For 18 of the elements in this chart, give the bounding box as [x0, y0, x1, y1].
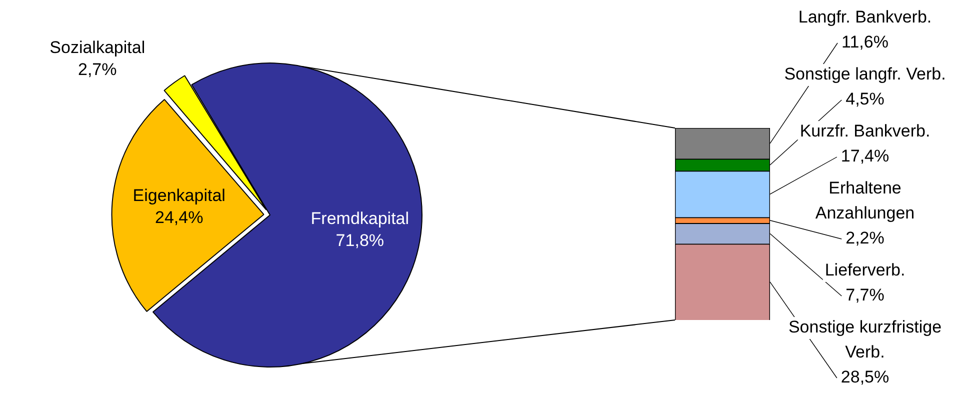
series-label: Sonstige kurzfristige Verb.	[788, 318, 942, 362]
data-label: 71,8%	[336, 231, 384, 250]
data-label: 24,4%	[155, 208, 204, 228]
data-label: 7,7%	[846, 286, 884, 305]
data-label: 2,2%	[846, 228, 884, 248]
slice-label: Sozialkapital	[50, 38, 146, 58]
slice-label: Fremdkapital	[310, 209, 410, 228]
text: Sonstige langfr. Verb.	[784, 64, 946, 84]
data-label: 17,4%	[840, 146, 890, 166]
text: Lieferverb.	[824, 260, 906, 280]
data-label: 2,7%	[78, 60, 117, 80]
data-label: 28,5%	[840, 368, 890, 387]
data-label: 11,6%	[842, 32, 888, 52]
slice-label: Eigenkapital	[132, 186, 226, 206]
text: Kurzfr. Bankverb.	[800, 122, 930, 141]
data-label: 4,5%	[846, 90, 884, 109]
text: Langfr. Bankverb.	[798, 8, 932, 27]
text: Erhaltene Anzahlungen	[815, 178, 915, 223]
